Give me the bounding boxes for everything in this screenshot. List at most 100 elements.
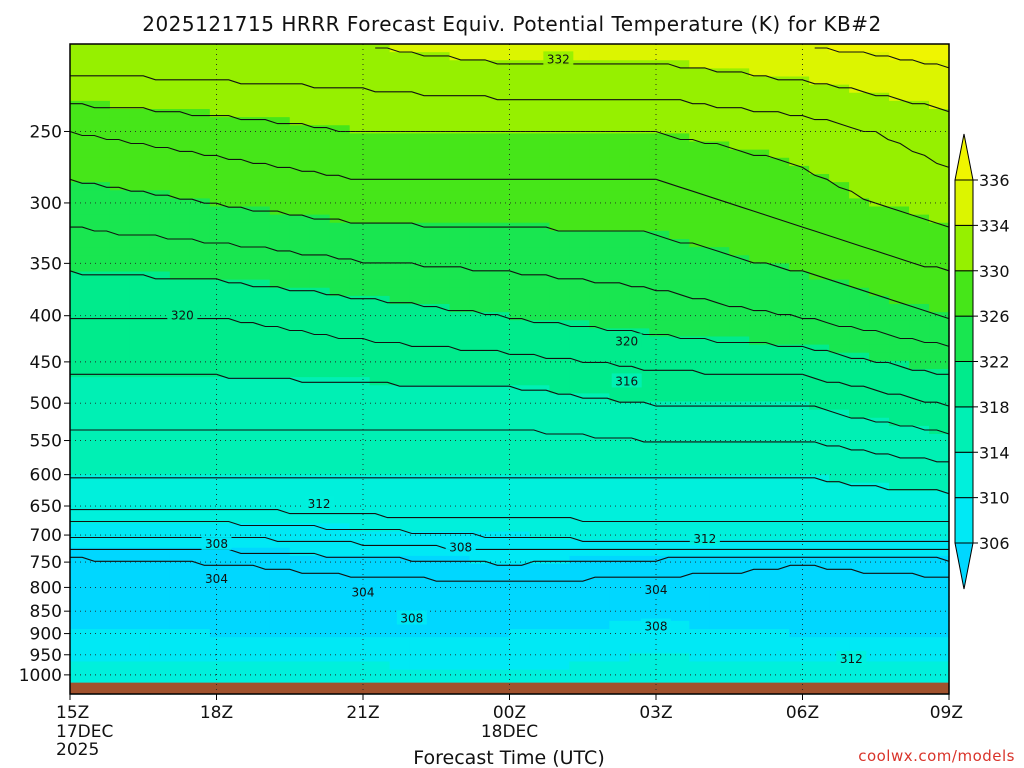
field-cell bbox=[229, 612, 251, 622]
field-cell bbox=[349, 466, 371, 476]
field-cell bbox=[769, 76, 790, 86]
field-cell bbox=[769, 222, 790, 232]
field-cell bbox=[789, 547, 810, 557]
field-cell bbox=[309, 604, 331, 614]
field-cell bbox=[309, 44, 331, 53]
field-cell bbox=[229, 336, 251, 346]
field-cell bbox=[109, 588, 131, 598]
field-cell bbox=[749, 312, 770, 321]
field-cell bbox=[129, 344, 151, 354]
field-cell bbox=[229, 669, 251, 679]
field-cell bbox=[729, 360, 750, 370]
field-cell bbox=[149, 133, 171, 143]
field-cell bbox=[509, 141, 531, 151]
field-cell bbox=[529, 442, 551, 451]
field-cell bbox=[449, 125, 471, 134]
contour-label-bg bbox=[167, 307, 198, 322]
field-cell bbox=[209, 612, 231, 622]
field-cell bbox=[809, 328, 830, 338]
field-cell bbox=[329, 564, 351, 573]
field-cell bbox=[849, 84, 870, 94]
field-cell bbox=[469, 661, 491, 671]
field-cell bbox=[449, 328, 471, 338]
field-cell bbox=[429, 76, 451, 86]
field-cell bbox=[929, 450, 950, 459]
field-cell bbox=[249, 474, 271, 484]
field-cell bbox=[70, 157, 91, 167]
field-cell bbox=[549, 287, 571, 297]
field-cell bbox=[409, 84, 431, 94]
field-cell bbox=[70, 434, 91, 443]
field-cell bbox=[409, 304, 431, 313]
field-cell bbox=[789, 450, 810, 459]
field-cell bbox=[509, 52, 531, 61]
field-cell bbox=[929, 401, 950, 411]
field-cell bbox=[729, 385, 750, 394]
field-cell bbox=[489, 677, 511, 687]
field-cell bbox=[209, 442, 231, 451]
field-cell bbox=[529, 409, 551, 419]
field-cell bbox=[489, 637, 511, 646]
field-cell bbox=[189, 125, 211, 134]
field-cell bbox=[469, 84, 491, 94]
field-cell bbox=[409, 417, 431, 427]
field-cell bbox=[129, 304, 151, 313]
field-cell bbox=[389, 572, 411, 581]
field-cell bbox=[249, 174, 271, 183]
field-cell bbox=[349, 360, 371, 370]
field-cell bbox=[289, 466, 311, 476]
field-cell bbox=[189, 157, 211, 167]
field-cell bbox=[489, 409, 511, 419]
field-cell bbox=[89, 515, 111, 524]
field-cell bbox=[869, 580, 890, 589]
field-cell bbox=[529, 198, 551, 208]
field-cell bbox=[549, 190, 571, 199]
field-cell bbox=[889, 677, 910, 687]
field-cell bbox=[689, 507, 710, 516]
field-cell bbox=[429, 409, 451, 419]
field-cell bbox=[929, 434, 950, 443]
field-cell bbox=[909, 547, 930, 557]
field-cell bbox=[329, 547, 351, 557]
field-cell bbox=[389, 409, 411, 419]
field-cell bbox=[549, 295, 571, 305]
field-cell bbox=[429, 612, 451, 622]
field-cell bbox=[309, 377, 331, 386]
field-cell bbox=[849, 458, 870, 468]
field-cell bbox=[209, 100, 231, 110]
field-cell bbox=[209, 547, 231, 557]
field-cell bbox=[469, 572, 491, 581]
field-cell bbox=[349, 458, 371, 468]
field-cell bbox=[669, 214, 690, 224]
field-cell bbox=[209, 214, 231, 224]
field-cell bbox=[809, 182, 830, 191]
field-cell bbox=[629, 60, 650, 69]
field-cell bbox=[529, 279, 551, 289]
field-cell bbox=[549, 76, 571, 86]
field-cell bbox=[869, 515, 890, 524]
field-cell bbox=[689, 482, 710, 492]
field-cell bbox=[569, 653, 591, 663]
field-cell bbox=[169, 385, 191, 394]
field-cell bbox=[749, 369, 770, 378]
field-cell bbox=[349, 279, 371, 289]
field-cell bbox=[589, 109, 610, 118]
field-cell bbox=[609, 507, 630, 516]
field-cell bbox=[89, 401, 111, 411]
field-cell bbox=[889, 247, 910, 256]
field-cell bbox=[489, 442, 511, 451]
field-cell bbox=[689, 133, 710, 143]
field-cell bbox=[149, 320, 171, 329]
field-cell bbox=[209, 677, 231, 687]
field-cell bbox=[589, 165, 610, 175]
field-cell bbox=[629, 604, 650, 614]
field-cell bbox=[349, 482, 371, 492]
field-cell bbox=[569, 572, 591, 581]
field-cell bbox=[869, 295, 890, 305]
field-cell bbox=[629, 482, 650, 492]
field-cell bbox=[489, 109, 511, 118]
field-cell bbox=[289, 474, 311, 484]
field-cell bbox=[349, 222, 371, 232]
field-cell bbox=[729, 369, 750, 378]
field-cell bbox=[269, 117, 291, 126]
